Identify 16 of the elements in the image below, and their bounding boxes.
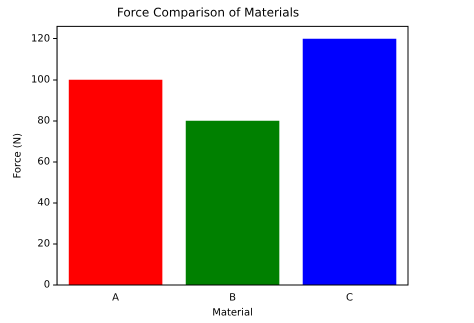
bar [302, 38, 396, 284]
y-tick-label: 60 [37, 156, 50, 168]
y-tick-label: 80 [37, 115, 50, 126]
bar [186, 120, 280, 284]
chart-title: Force Comparison of Materials [116, 5, 300, 20]
y-tick-label: 40 [37, 198, 50, 208]
x-tick-label: C [346, 292, 354, 304]
y-tick-label: 20 [37, 238, 50, 250]
x-axis-title: Material [212, 308, 253, 319]
y-axis-title: Force (N) [12, 132, 24, 178]
y-tick-label: 0 [44, 280, 50, 291]
bar [68, 80, 162, 284]
y-tick-label: 120 [30, 33, 50, 44]
x-tick-label: B [229, 292, 236, 304]
x-tick-label: A [112, 292, 120, 304]
y-tick-label: 100 [30, 74, 50, 86]
